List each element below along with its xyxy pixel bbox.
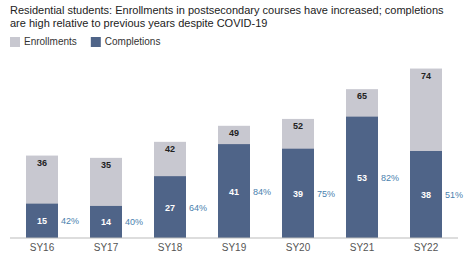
bars xyxy=(26,69,442,238)
x-tick-label: SY19 xyxy=(222,242,247,253)
x-tick-label: SY17 xyxy=(94,242,119,253)
title-line: Residential students: Enrollments in pos… xyxy=(10,4,444,16)
data-label: 27 xyxy=(165,203,175,213)
data-label: 52 xyxy=(293,121,303,131)
bar xyxy=(218,144,250,238)
annotation: 42% xyxy=(61,216,79,226)
legend: Enrollments Completions xyxy=(10,36,160,47)
x-tick-label: SY21 xyxy=(350,242,375,253)
x-axis: SY16 SY17 SY18 SY19 SY20 SY21 SY22 xyxy=(30,242,439,253)
data-label: 36 xyxy=(37,158,47,168)
bar xyxy=(346,89,378,238)
chart-container: Residential students: Enrollments in pos… xyxy=(0,0,468,258)
data-label: 41 xyxy=(229,187,239,197)
bar xyxy=(410,69,442,238)
legend-label: Completions xyxy=(105,36,161,47)
bar xyxy=(90,158,122,238)
data-label: 15 xyxy=(37,216,47,226)
annotation: 40% xyxy=(125,217,143,227)
annotation: 82% xyxy=(381,173,399,183)
labels: 36 35 42 49 52 65 74 15 14 27 41 39 53 38 42% 40% 64% 84%… xyxy=(37,71,463,228)
data-label: 38 xyxy=(421,190,431,200)
data-label: 53 xyxy=(357,173,367,183)
data-label: 74 xyxy=(421,71,431,81)
data-label: 49 xyxy=(229,128,239,138)
x-tick-label: SY22 xyxy=(414,242,439,253)
bar xyxy=(346,117,378,238)
data-label: 14 xyxy=(101,217,111,227)
bar xyxy=(218,126,250,238)
annotation: 51% xyxy=(445,190,463,200)
background xyxy=(0,0,468,258)
legend-label: Enrollments xyxy=(24,36,77,47)
baseline xyxy=(10,238,458,239)
bar xyxy=(154,176,186,238)
x-tick-label: SY18 xyxy=(158,242,183,253)
bar xyxy=(410,151,442,238)
legend-item: Completions xyxy=(91,36,161,47)
annotation: 75% xyxy=(317,189,335,199)
chart-svg: Residential students: Enrollments in pos… xyxy=(0,0,468,258)
bar xyxy=(282,149,314,238)
bar xyxy=(90,206,122,238)
x-tick-label: SY20 xyxy=(286,242,311,253)
bar xyxy=(154,142,186,238)
legend-swatch xyxy=(10,37,20,47)
bar xyxy=(282,119,314,238)
legend-swatch xyxy=(91,37,101,47)
x-tick-label: SY16 xyxy=(30,242,55,253)
annotation: 64% xyxy=(189,203,207,213)
data-label: 35 xyxy=(101,160,111,170)
annotation: 84% xyxy=(253,187,271,197)
data-label: 42 xyxy=(165,144,175,154)
title: Residential students: Enrollments in pos… xyxy=(10,4,444,29)
bar xyxy=(26,204,58,238)
data-label: 39 xyxy=(293,189,303,199)
title-line: are high relative to previous years desp… xyxy=(10,17,267,29)
bar xyxy=(26,156,58,238)
data-label: 65 xyxy=(357,91,367,101)
legend-item: Enrollments xyxy=(10,36,77,47)
